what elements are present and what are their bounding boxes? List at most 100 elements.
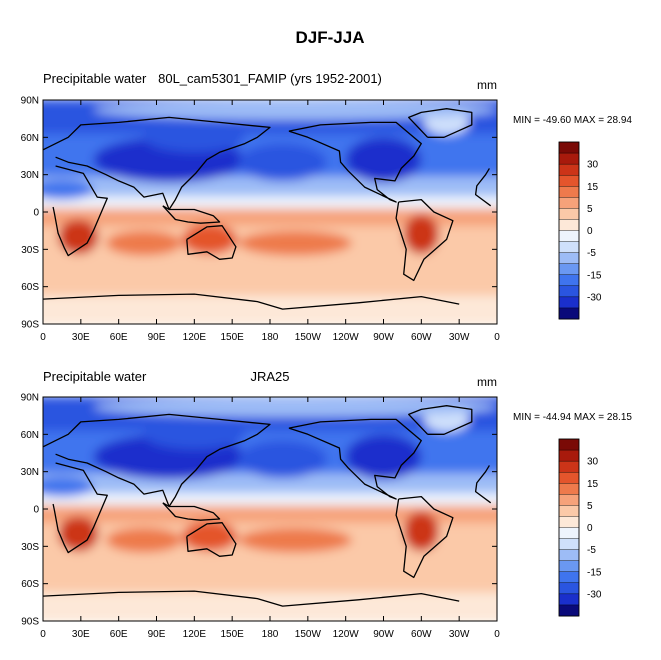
coast-indonesia [162, 205, 221, 224]
coast-eurasia-part [43, 116, 271, 211]
colorbar-swatch [558, 560, 580, 573]
colorbar-swatch [558, 241, 580, 254]
map-panel-reanalysis: Precipitable water JRA25 mm MIN = -44.94… [21, 369, 633, 640]
colorbar-swatch [558, 274, 580, 287]
band-equator-north [43, 196, 497, 211]
x-tick-label: 120W [333, 332, 360, 343]
blob-siberia [143, 419, 245, 450]
coast-australia [186, 522, 237, 557]
blob-sahara [43, 179, 94, 200]
x-tick-label: 150W [295, 629, 322, 640]
panel-units: mm [477, 78, 497, 92]
x-tick-label: 90E [148, 629, 166, 640]
x-tick-label: 90W [373, 629, 394, 640]
blob-australia [181, 224, 238, 255]
y-tick-label: 90N [21, 96, 39, 107]
coast-greenland [408, 108, 473, 138]
x-tick-label: 30W [449, 629, 470, 640]
colorbar-swatch [558, 152, 580, 165]
colorbar-swatch [558, 141, 580, 154]
y-tick-label: 60N [21, 430, 39, 441]
blob-siberia [143, 122, 245, 153]
coast-indonesia [162, 502, 221, 521]
coastlines [43, 405, 492, 607]
coast-australia [186, 225, 237, 260]
x-tick-label: 90E [148, 332, 166, 343]
x-tick-label: 0 [40, 332, 46, 343]
colorbar-swatch [558, 296, 580, 309]
band-equator-south [43, 208, 497, 228]
colorbar-label: 15 [587, 479, 599, 490]
colorbar-swatch [558, 604, 580, 617]
colorbar-swatch [558, 582, 580, 595]
x-tick-label: 150W [295, 332, 322, 343]
blob-southern-africa [58, 516, 99, 552]
colorbar-swatch [558, 219, 580, 232]
colorbar-swatch [558, 494, 580, 506]
blob-indian-ocean [106, 527, 182, 553]
colorbar-label: 0 [587, 226, 593, 237]
map-field [43, 100, 497, 324]
blob-australia [181, 521, 238, 552]
colorbar-swatch [558, 538, 580, 551]
colorbar-swatch [558, 307, 580, 320]
x-tick-label: 30E [72, 629, 90, 640]
blob-indian-ocean [106, 230, 182, 256]
colorbar-swatch [558, 483, 580, 495]
blob-north-pacific [238, 143, 327, 181]
colorbar-frame [558, 438, 580, 617]
x-tick-label: 120E [183, 629, 207, 640]
field-shapes [43, 397, 497, 621]
colorbar-swatch [558, 174, 580, 187]
panel-center-title: JRA25 [250, 369, 289, 384]
y-tick-label: 90S [21, 617, 39, 628]
y-tick-label: 30N [21, 467, 39, 478]
band-south-mid [43, 564, 497, 595]
colorbar: 30 15 5 0 -5 -15 -30 [558, 438, 602, 617]
coast-antarctica [43, 590, 460, 607]
x-tick-label: 90W [373, 332, 394, 343]
colorbar-label: -5 [587, 545, 596, 556]
y-tick-label: 90S [21, 320, 39, 331]
coast-eurasia-part [43, 413, 271, 508]
colorbar-swatch [558, 230, 580, 243]
blob-north-america [345, 137, 422, 183]
coast-africa-part [474, 465, 492, 504]
coast-africa-part [52, 462, 108, 554]
colorbar-frame [558, 141, 580, 320]
colorbar-swatch [558, 471, 580, 484]
coast-africa-part [474, 168, 492, 207]
coast-antarctica [43, 293, 460, 310]
band-equator-south [43, 505, 497, 525]
map-ticks: 0 30E 60E 90E 120E 150E 180 150W 120W 90W 60W 30W 09… [21, 96, 501, 344]
x-tick-label: 120W [333, 629, 360, 640]
x-tick-label: 0 [494, 629, 500, 640]
colorbar-swatch [558, 505, 580, 517]
coastlines [43, 108, 492, 310]
x-tick-label: 150E [220, 629, 244, 640]
colorbar-swatch [558, 460, 580, 473]
colorbar-label: 5 [587, 501, 593, 512]
x-tick-label: 180 [262, 332, 279, 343]
colorbar-swatch [558, 252, 580, 265]
x-tick-label: 30E [72, 332, 90, 343]
blob-south-america [403, 214, 439, 255]
y-tick-label: 0 [33, 208, 39, 219]
x-tick-label: 30W [449, 332, 470, 343]
blob-sahara [43, 476, 94, 497]
band-equator-north [43, 493, 497, 508]
y-tick-label: 60S [21, 282, 39, 293]
panel-units: mm [477, 375, 497, 389]
band-south-mid [43, 267, 497, 298]
colorbar-swatch [558, 527, 580, 540]
colorbar-label: 5 [587, 204, 593, 215]
colorbar-swatch [558, 285, 580, 298]
figure-title: DJF-JJA [296, 28, 365, 47]
colorbar-swatch [558, 186, 580, 198]
colorbar-label: -15 [587, 270, 602, 281]
x-tick-label: 0 [40, 629, 46, 640]
x-tick-label: 60W [411, 629, 432, 640]
colorbar-swatch [558, 438, 580, 451]
colorbar-swatch [558, 571, 580, 584]
